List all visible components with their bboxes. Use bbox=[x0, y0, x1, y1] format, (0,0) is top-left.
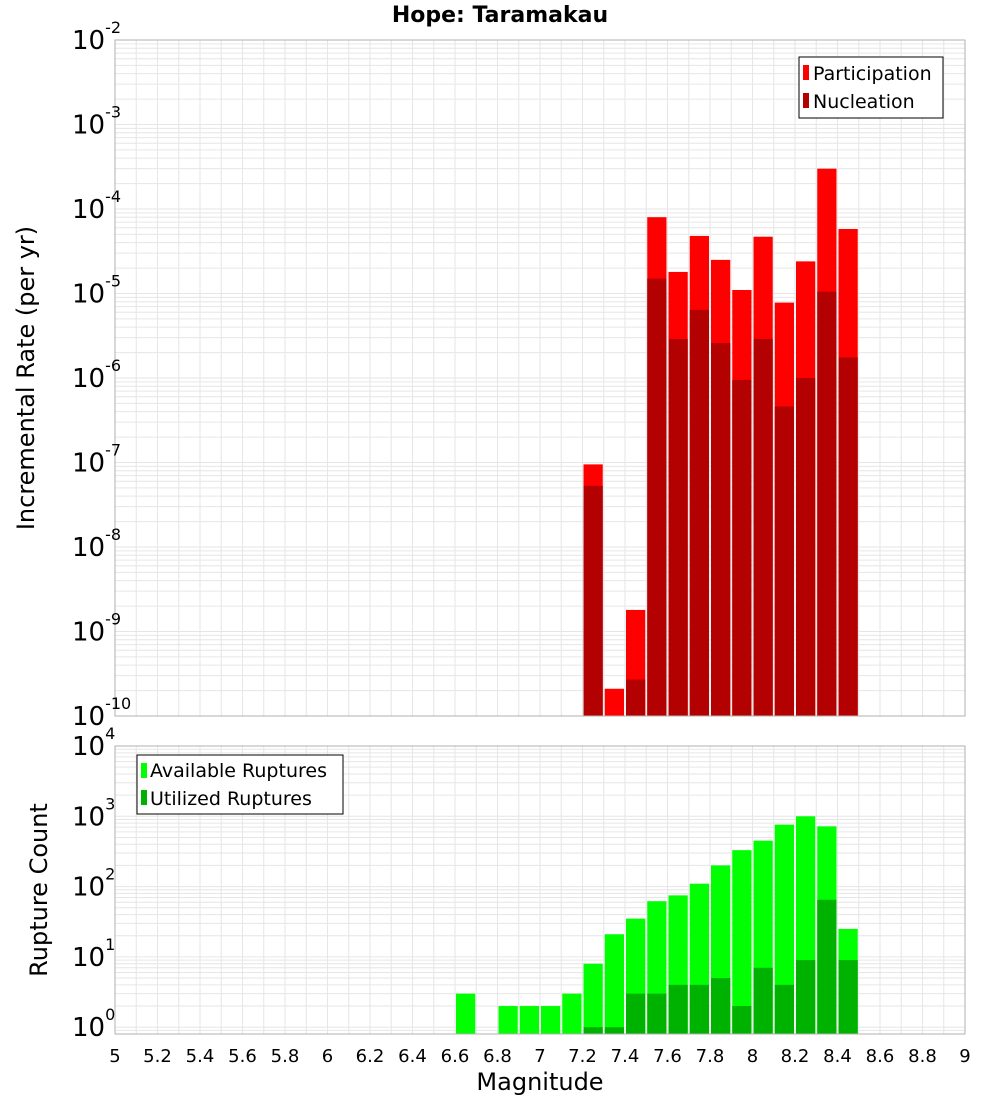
legend-label-available: Available Ruptures bbox=[150, 760, 327, 782]
x-tick-label: 5.4 bbox=[186, 1046, 215, 1067]
count-bar-utilized-ruptures bbox=[668, 984, 688, 1034]
rate-y-axis-label: Incremental Rate (per yr) bbox=[12, 226, 40, 530]
count-bar-available-ruptures bbox=[604, 934, 624, 1034]
rate-bar-nucleation bbox=[583, 485, 603, 716]
count-bar-available-ruptures bbox=[583, 963, 603, 1034]
count-bar-available-ruptures bbox=[456, 993, 476, 1034]
y-tick-label: 10-4 bbox=[72, 187, 121, 225]
y-tick-label: 10-7 bbox=[72, 441, 121, 479]
count-bar-available-ruptures bbox=[562, 993, 582, 1034]
x-ticks: 5 5.2 5.4 5.6 5.8 6 6.2 6.4 6.6 6.8 7 7.2 7.4 7.6 7.8 8… bbox=[109, 1046, 970, 1067]
legend-swatch-participation bbox=[803, 65, 809, 80]
count-bar-utilized-ruptures bbox=[732, 1006, 752, 1034]
x-tick-label: 6 bbox=[322, 1046, 333, 1067]
rate-bar-nucleation bbox=[732, 379, 752, 716]
count-bar-utilized-ruptures bbox=[647, 993, 667, 1034]
rate-bar-nucleation bbox=[647, 278, 667, 716]
y-tick-label: 10-6 bbox=[72, 356, 121, 394]
rate-bar-nucleation bbox=[626, 679, 646, 716]
count-y-ticks: 100 101 102 103 104 bbox=[72, 724, 115, 1043]
legend-label-utilized: Utilized Ruptures bbox=[150, 788, 312, 810]
count-bar-available-ruptures bbox=[519, 1006, 539, 1034]
y-tick-label: 101 bbox=[72, 935, 115, 973]
count-plot-frame bbox=[114, 745, 966, 1035]
count-bar-utilized-ruptures bbox=[753, 967, 773, 1034]
rate-bar-nucleation bbox=[817, 291, 837, 716]
x-tick-label: 9 bbox=[959, 1046, 970, 1067]
count-bar-utilized-ruptures bbox=[604, 1027, 624, 1034]
count-bar-utilized-ruptures bbox=[711, 978, 731, 1034]
y-tick-label: 103 bbox=[72, 794, 115, 832]
x-tick-label: 7.6 bbox=[653, 1046, 682, 1067]
count-bar-utilized-ruptures bbox=[796, 960, 816, 1034]
count-bar-utilized-ruptures bbox=[583, 1027, 603, 1034]
count-bar-available-ruptures bbox=[732, 850, 752, 1034]
x-tick-label: 6.4 bbox=[398, 1046, 427, 1067]
x-tick-label: 5.2 bbox=[143, 1046, 172, 1067]
y-tick-label: 10-2 bbox=[72, 18, 121, 56]
rate-legend: Participation Nucleation bbox=[798, 56, 944, 119]
rate-plot-frame bbox=[114, 39, 966, 717]
rate-bar-nucleation bbox=[796, 378, 816, 716]
x-tick-label: 6.2 bbox=[356, 1046, 385, 1067]
rate-bar-nucleation bbox=[689, 309, 709, 716]
count-bar-utilized-ruptures bbox=[817, 899, 837, 1034]
rate-bar-nucleation bbox=[774, 406, 794, 716]
y-tick-label: 10-8 bbox=[72, 525, 121, 563]
count-bar-available-ruptures bbox=[541, 1006, 561, 1034]
x-tick-label: 7 bbox=[534, 1046, 545, 1067]
rate-legend-box bbox=[798, 56, 944, 119]
legend-swatch-nucleation bbox=[803, 93, 809, 108]
rate-bars bbox=[583, 168, 858, 717]
rate-y-ticks: 10-10 10-9 10-8 10-7 10-6 10-5 10-4 10-3 10-2 bbox=[72, 18, 131, 732]
count-bar-available-ruptures bbox=[774, 824, 794, 1034]
count-legend-box bbox=[136, 754, 344, 815]
count-bar-utilized-ruptures bbox=[689, 984, 709, 1034]
x-tick-label: 8.8 bbox=[908, 1046, 937, 1067]
x-tick-label: 5 bbox=[109, 1046, 120, 1067]
chart-title: Hope: Taramakau bbox=[392, 3, 608, 28]
count-bar-available-ruptures bbox=[498, 1006, 518, 1034]
rate-bar-nucleation bbox=[668, 338, 688, 716]
x-tick-label: 8 bbox=[747, 1046, 758, 1067]
count-bar-utilized-ruptures bbox=[838, 960, 858, 1034]
x-tick-label: 5.6 bbox=[228, 1046, 257, 1067]
count-y-axis-label: Rupture Count bbox=[25, 803, 53, 977]
rate-plot: 10-10 10-9 10-8 10-7 10-6 10-5 10-4 10-3 10-2 In… bbox=[12, 18, 966, 732]
x-tick-label: 8.2 bbox=[781, 1046, 810, 1067]
rate-bar-nucleation bbox=[838, 357, 858, 716]
rate-bar-nucleation bbox=[711, 342, 731, 716]
x-axis-label: Magnitude bbox=[476, 1068, 603, 1096]
y-tick-label: 104 bbox=[72, 724, 115, 762]
count-plot: 100 101 102 103 104 5 5.2 5.4 5.6 5.8 6 6.2 6.4 6.6 6… bbox=[25, 724, 971, 1096]
rate-bar-participation bbox=[604, 688, 624, 716]
count-bar-utilized-ruptures bbox=[774, 984, 794, 1034]
y-tick-label: 10-9 bbox=[72, 610, 121, 648]
y-tick-label: 100 bbox=[72, 1005, 115, 1043]
rate-bar-nucleation bbox=[753, 338, 773, 716]
legend-label-nucleation: Nucleation bbox=[813, 91, 915, 113]
y-tick-label: 10-5 bbox=[72, 272, 121, 310]
x-tick-label: 8.4 bbox=[823, 1046, 852, 1067]
y-tick-label: 102 bbox=[72, 865, 115, 903]
legend-label-participation: Participation bbox=[813, 63, 932, 85]
legend-swatch-utilized bbox=[141, 790, 147, 805]
x-tick-label: 6.8 bbox=[483, 1046, 512, 1067]
x-tick-label: 7.2 bbox=[568, 1046, 597, 1067]
count-bars bbox=[456, 816, 858, 1034]
count-legend: Available Ruptures Utilized Ruptures bbox=[136, 754, 344, 815]
x-tick-label: 7.4 bbox=[611, 1046, 640, 1067]
x-tick-label: 7.8 bbox=[696, 1046, 725, 1067]
x-tick-label: 8.6 bbox=[866, 1046, 895, 1067]
rate-grid bbox=[114, 40, 966, 717]
x-tick-label: 6.6 bbox=[441, 1046, 470, 1067]
count-bar-utilized-ruptures bbox=[626, 993, 646, 1034]
y-tick-label: 10-3 bbox=[72, 103, 121, 141]
x-tick-label: 5.8 bbox=[271, 1046, 300, 1067]
legend-swatch-available bbox=[141, 763, 147, 778]
y-tick-label: 10-10 bbox=[72, 694, 131, 732]
